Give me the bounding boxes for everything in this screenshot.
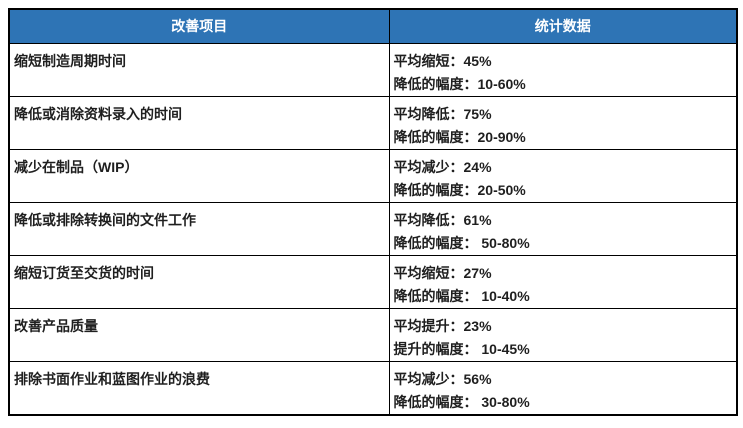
table-row: 缩短制造周期时间 平均缩短：45% 降低的幅度：10-60% [8,42,738,97]
stat-line-1: 平均减少：56% [393,370,492,387]
item-cell: 减少在制品（WIP） [8,148,390,203]
stats-cell: 平均减少：56% 降低的幅度： 30-80% [388,360,738,415]
stat-line-2: 提升的幅度： 10-45% [393,340,530,357]
table-row: 降低或排除转换间的文件工作 平均降低：61% 降低的幅度： 50-80% [8,201,738,256]
stats-cell: 平均降低：75% 降低的幅度：20-90% [388,95,738,150]
stat-line-2: 降低的幅度：20-50% [393,181,526,198]
stat-line-1: 平均缩短：45% [393,52,492,69]
stat-line-1: 平均缩短：27% [393,264,492,281]
stats-cell: 平均缩短：45% 降低的幅度：10-60% [388,42,738,97]
stat-line-1: 平均降低：61% [393,211,492,228]
table-row: 改善产品质量 平均提升：23% 提升的幅度： 10-45% [8,307,738,362]
item-cell: 降低或消除资料录入的时间 [8,95,390,150]
improvement-stats-table: 改善项目 统计数据 缩短制造周期时间 平均缩短：45% 降低的幅度：10-60%… [8,8,738,416]
stat-line-2: 降低的幅度： 10-40% [393,287,530,304]
stats-cell: 平均提升：23% 提升的幅度： 10-45% [388,307,738,362]
table-row: 排除书面作业和蓝图作业的浪费 平均减少：56% 降低的幅度： 30-80% [8,360,738,415]
item-cell: 缩短制造周期时间 [8,42,390,97]
header-row: 改善项目 统计数据 [8,8,738,44]
table-row: 缩短订货至交货的时间 平均缩短：27% 降低的幅度： 10-40% [8,254,738,309]
stat-line-2: 降低的幅度： 30-80% [393,393,530,410]
stat-line-2: 降低的幅度：20-90% [393,128,526,145]
stat-line-2: 降低的幅度： 50-80% [393,234,530,251]
stats-cell: 平均降低：61% 降低的幅度： 50-80% [388,201,738,256]
header-col-statistics: 统计数据 [388,8,738,44]
stats-cell: 平均减少：24% 降低的幅度：20-50% [388,148,738,203]
stat-line-1: 平均降低：75% [393,105,492,122]
header-col-improvement-items: 改善项目 [8,8,390,44]
table-row: 减少在制品（WIP） 平均减少：24% 降低的幅度：20-50% [8,148,738,203]
item-cell: 排除书面作业和蓝图作业的浪费 [8,360,390,415]
item-cell: 改善产品质量 [8,307,390,362]
item-cell: 缩短订货至交货的时间 [8,254,390,309]
item-cell: 降低或排除转换间的文件工作 [8,201,390,256]
stats-cell: 平均缩短：27% 降低的幅度： 10-40% [388,254,738,309]
stat-line-1: 平均减少：24% [393,158,492,175]
stat-line-2: 降低的幅度：10-60% [393,75,526,92]
table-row: 降低或消除资料录入的时间 平均降低：75% 降低的幅度：20-90% [8,95,738,150]
stat-line-1: 平均提升：23% [393,317,492,334]
